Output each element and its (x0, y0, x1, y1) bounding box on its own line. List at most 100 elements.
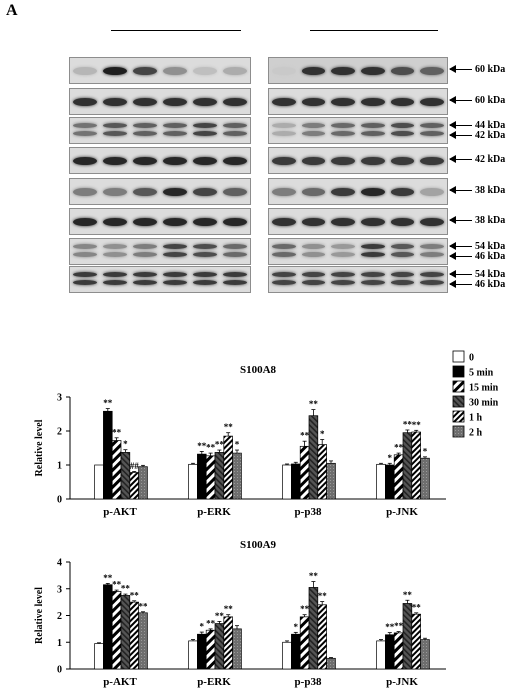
bar (317, 604, 327, 670)
legend-label: 1 h (469, 413, 483, 424)
blot-band (193, 66, 217, 75)
blot-band (193, 123, 217, 128)
blot-band (193, 97, 217, 106)
significance-marker: * (423, 446, 428, 456)
blot-band (73, 97, 97, 106)
bar (385, 634, 395, 670)
bar (94, 464, 104, 500)
y-tick-label: 1 (57, 638, 62, 649)
blot-band (420, 244, 444, 249)
blot-band (193, 280, 217, 285)
y-tick-label: 0 (57, 495, 62, 506)
blot-band (301, 66, 326, 75)
blot-band (193, 252, 217, 257)
legend-label: 0 (469, 353, 474, 364)
bar (188, 463, 198, 500)
kda-label: 60 kDa (475, 64, 506, 75)
bar (138, 612, 148, 670)
arrow-left-icon (449, 97, 472, 104)
y-tick-label: 2 (57, 611, 62, 622)
blot-band (193, 244, 217, 249)
blot-band (272, 123, 296, 128)
bar (111, 591, 122, 670)
blot-band (390, 123, 415, 128)
blot-band (223, 217, 247, 226)
kda-label: 60 kDa (475, 95, 506, 106)
blot-band (103, 131, 127, 136)
blot-band (361, 280, 385, 285)
significance-marker: ** (385, 622, 395, 632)
blot-band (163, 156, 187, 165)
blot-band (331, 272, 355, 277)
significance-marker: ** (309, 571, 319, 581)
significance-marker: ** (197, 441, 207, 451)
blot-band (420, 97, 444, 106)
blot-band (390, 252, 415, 257)
kda-label: 54 kDa (475, 269, 506, 280)
blot-band (301, 131, 326, 136)
molecular-weight-marker: 54 kDa (449, 241, 505, 252)
legend-swatch (452, 395, 465, 408)
significance-marker: ** (103, 573, 113, 583)
blot-band (73, 156, 97, 165)
blot-band (133, 131, 157, 136)
blot-band (163, 97, 187, 106)
bar (205, 455, 216, 500)
significance-marker: ** (300, 604, 310, 614)
blot-band (390, 280, 415, 285)
significance-marker: ** (394, 443, 404, 453)
significance-marker: * (123, 439, 128, 449)
significance-marker: * (388, 453, 393, 463)
significance-marker: ** (206, 618, 216, 628)
blot-band (103, 156, 127, 165)
blot-band (390, 131, 415, 136)
blot-band (272, 66, 296, 75)
blot-band (390, 272, 415, 277)
blot-strip (69, 147, 251, 174)
y-tick-label: 2 (57, 427, 62, 438)
blot-band (223, 156, 247, 165)
chart-title: S100A9 (240, 539, 277, 551)
significance-marker: * (200, 622, 205, 632)
bar (214, 623, 225, 670)
blot-band (272, 187, 296, 196)
legend-swatch (452, 365, 465, 378)
blot-band (193, 272, 217, 277)
blot-band (193, 156, 217, 165)
significance-marker: * (235, 440, 240, 450)
blot-band (103, 66, 127, 75)
blot-band (133, 244, 157, 249)
blot-band (272, 244, 296, 249)
blot-strip (268, 57, 448, 84)
molecular-weight-marker: 46 kDa (449, 279, 505, 290)
significance-marker: ** (394, 621, 404, 631)
molecular-weight-marker: 46 kDa (449, 251, 505, 262)
arrow-left-icon (449, 281, 472, 288)
legend-swatch (452, 425, 465, 438)
blot-band (73, 131, 97, 136)
blot-band (361, 187, 385, 196)
blot-band (133, 97, 157, 106)
significance-marker: ** (215, 611, 225, 621)
bar (129, 601, 139, 670)
bar (385, 464, 395, 500)
bar (393, 632, 404, 670)
y-tick-label: 1 (57, 461, 62, 472)
bar (317, 444, 327, 500)
group-underline (310, 30, 438, 31)
blot-band (193, 187, 217, 196)
blot-band (361, 272, 385, 277)
significance-marker: ## (130, 461, 140, 471)
blot-band (361, 217, 385, 226)
blot-band (163, 131, 187, 136)
blot-band (420, 280, 444, 285)
bar (420, 457, 430, 500)
bar (393, 454, 404, 500)
blot-band (223, 280, 247, 285)
blot-band (361, 123, 385, 128)
blot-band (73, 217, 97, 226)
blot-band (361, 97, 385, 106)
y-axis-label: Relative level (34, 587, 45, 644)
blot-strip (268, 147, 448, 174)
blot-band (390, 187, 415, 196)
